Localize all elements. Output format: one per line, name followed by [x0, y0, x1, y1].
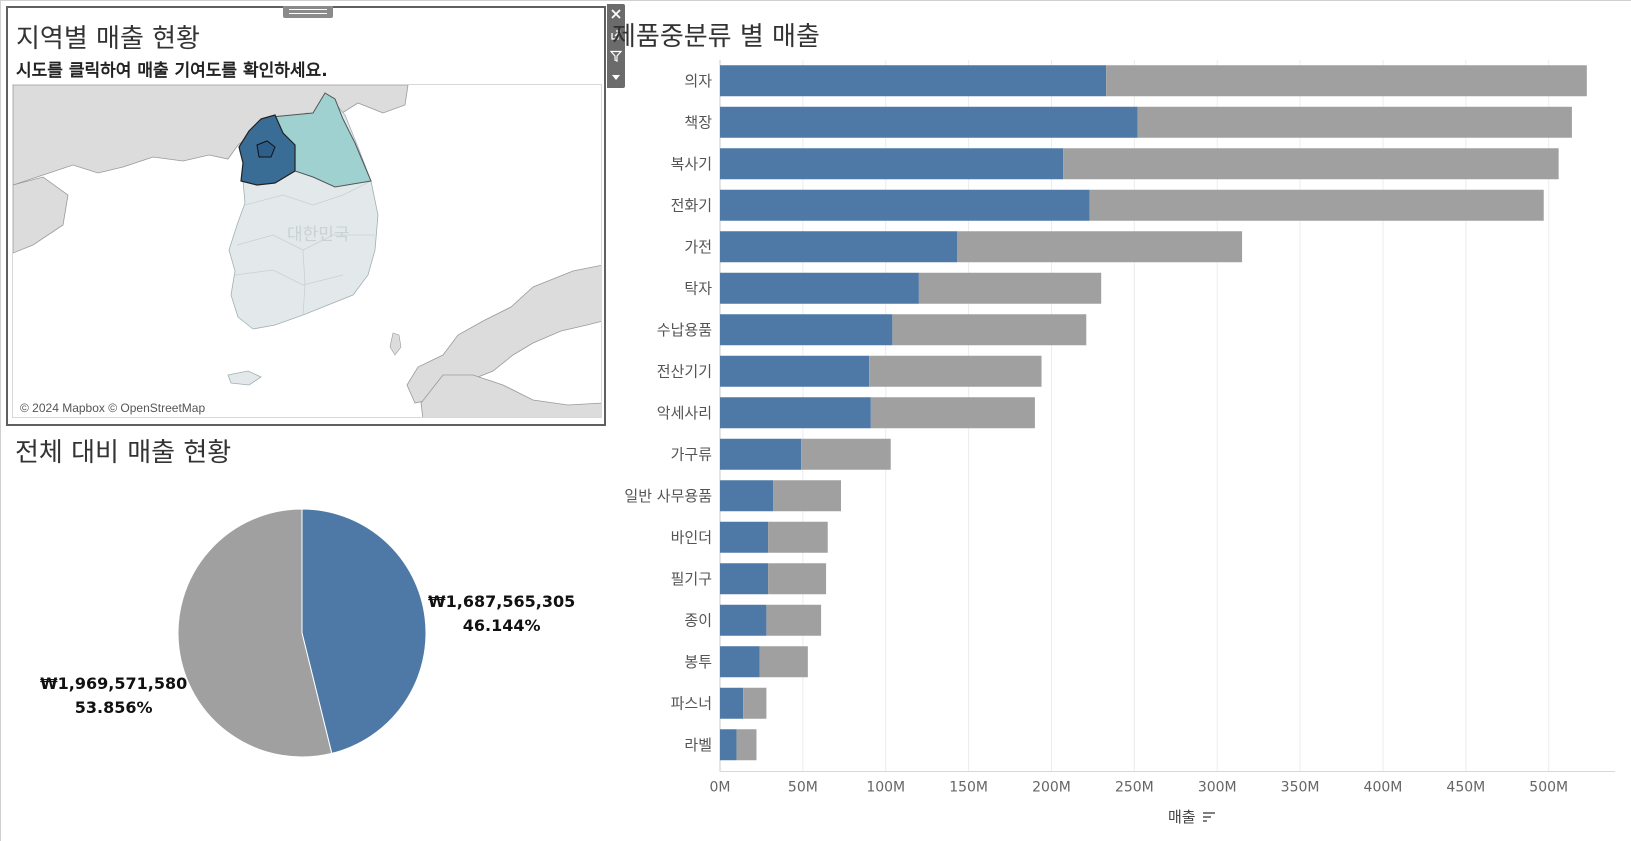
map-area[interactable]: 대한민국 © 2024 Mapbox © OpenStreetMap: [12, 84, 602, 418]
pie-slice-0[interactable]: [301, 508, 427, 754]
pie-label-selected-percent: 46.144%: [462, 616, 541, 635]
filter-icon[interactable]: [607, 46, 625, 66]
bar-selected-5[interactable]: [720, 272, 919, 304]
bar-selected-13[interactable]: [720, 604, 767, 636]
japan-region: [406, 264, 601, 404]
x-tick-label: 500M: [1529, 780, 1568, 796]
x-tick-label: 400M: [1364, 780, 1403, 796]
x-tick-label: 0M: [710, 780, 731, 796]
bar-selected-11[interactable]: [720, 521, 769, 553]
bar-selected-14[interactable]: [720, 646, 760, 678]
bar-other-14[interactable]: [759, 646, 808, 678]
y-category-label[interactable]: 전산기기: [657, 362, 712, 380]
bar-selected-4[interactable]: [720, 231, 958, 263]
bar-selected-0[interactable]: [720, 65, 1107, 97]
x-tick-label: 100M: [866, 780, 905, 796]
y-category-label[interactable]: 종이: [684, 611, 712, 629]
x-tick-label: 200M: [1032, 780, 1071, 796]
drag-handle[interactable]: [283, 6, 333, 18]
map-title: 지역별 매출 현황: [16, 24, 200, 54]
y-category-label[interactable]: 수납용품: [657, 321, 712, 339]
pie-title: 전체 대비 매출 현황: [15, 438, 232, 468]
bar-selected-3[interactable]: [720, 189, 1090, 221]
north-korea-region: [13, 85, 409, 186]
y-category-label[interactable]: 일반 사무용품: [624, 487, 712, 505]
bar-selected-8[interactable]: [720, 397, 871, 429]
map-subtitle: 시도를 클릭하여 매출 기여도를 확인하세요.: [16, 61, 328, 81]
bar-selected-2[interactable]: [720, 148, 1064, 180]
close-icon[interactable]: [607, 4, 625, 24]
x-tick-label: 350M: [1281, 780, 1320, 796]
bar-other-12[interactable]: [768, 563, 827, 595]
bar-other-5[interactable]: [918, 272, 1102, 304]
korea-map[interactable]: [13, 85, 602, 418]
y-category-label[interactable]: 책장: [684, 113, 712, 131]
china-coast-region: [13, 176, 69, 254]
bar-other-8[interactable]: [870, 397, 1035, 429]
bar-other-10[interactable]: [773, 480, 841, 512]
map-attribution[interactable]: © 2024 Mapbox © OpenStreetMap: [18, 401, 208, 415]
x-tick-label: 150M: [949, 780, 988, 796]
sort-icon[interactable]: [1202, 811, 1216, 823]
bar-selected-15[interactable]: [720, 687, 744, 719]
bar-other-9[interactable]: [801, 438, 891, 470]
axis-title-group[interactable]: 매출: [1168, 806, 1216, 827]
y-category-label[interactable]: 복사기: [671, 155, 712, 173]
y-category-label[interactable]: 탁자: [684, 279, 712, 297]
y-category-label[interactable]: 라벨: [684, 736, 712, 754]
bar-other-4[interactable]: [957, 231, 1243, 263]
bar-selected-1[interactable]: [720, 106, 1138, 138]
pie-chart[interactable]: [0, 470, 600, 810]
pie-label-other: ₩1,969,571,580 53.856%: [40, 672, 187, 720]
bar-selected-6[interactable]: [720, 314, 893, 346]
y-category-label[interactable]: 필기구: [671, 570, 712, 588]
tsushima-island: [389, 332, 402, 356]
bar-other-3[interactable]: [1089, 189, 1544, 221]
popout-icon[interactable]: [607, 25, 625, 45]
bar-selected-7[interactable]: [720, 355, 870, 387]
bar-other-1[interactable]: [1137, 106, 1572, 138]
y-category-label[interactable]: 전화기: [671, 196, 712, 214]
pie-label-other-percent: 53.856%: [74, 698, 153, 717]
pie-label-selected-value: ₩1,687,565,305: [428, 592, 576, 611]
bar-title: 제품중분류 별 매출: [612, 22, 820, 52]
y-category-label[interactable]: 가전: [684, 238, 712, 256]
country-label: 대한민국: [287, 225, 350, 245]
pie-label-other-value: ₩1,969,571,580: [40, 674, 188, 693]
province-borders: [234, 180, 375, 316]
bar-selected-10[interactable]: [720, 480, 774, 512]
jeju-island[interactable]: [227, 370, 262, 386]
x-tick-label: 300M: [1198, 780, 1237, 796]
bar-other-11[interactable]: [768, 521, 828, 553]
pie-label-selected: ₩1,687,565,305 46.144%: [428, 590, 575, 638]
bar-other-7[interactable]: [869, 355, 1042, 387]
y-category-label[interactable]: 의자: [684, 72, 712, 90]
y-category-label[interactable]: 봉투: [684, 653, 712, 671]
bar-other-6[interactable]: [892, 314, 1087, 346]
bar-other-13[interactable]: [766, 604, 822, 636]
bar-other-2[interactable]: [1063, 148, 1559, 180]
panel-toolbar: [607, 4, 625, 88]
bar-selected-16[interactable]: [720, 729, 737, 761]
y-category-label[interactable]: 가구류: [671, 445, 713, 463]
x-tick-label: 250M: [1115, 780, 1154, 796]
y-category-label[interactable]: 파스너: [671, 694, 712, 712]
bar-other-0[interactable]: [1106, 65, 1587, 97]
dropdown-icon[interactable]: [607, 67, 625, 87]
y-category-label[interactable]: 악세사리: [657, 404, 712, 422]
x-axis-title: 매출: [1168, 808, 1196, 826]
x-tick-label: 450M: [1446, 780, 1485, 796]
seoul-region[interactable]: [256, 140, 276, 158]
japan-south-region: [420, 374, 601, 417]
map-panel[interactable]: 지역별 매출 현황 시도를 클릭하여 매출 기여도를 확인하세요.: [6, 6, 606, 426]
x-tick-label: 50M: [788, 780, 818, 796]
bar-selected-9[interactable]: [720, 438, 802, 470]
bar-other-16[interactable]: [736, 729, 757, 761]
pie-slice-1[interactable]: [177, 508, 333, 758]
y-category-label[interactable]: 바인더: [671, 528, 712, 546]
bar-selected-12[interactable]: [720, 563, 769, 595]
bar-other-15[interactable]: [743, 687, 767, 719]
bar-chart[interactable]: 0M 50M 100M 150M 200M 250M 300M 350M 400M 450M 500…: [600, 50, 1625, 806]
